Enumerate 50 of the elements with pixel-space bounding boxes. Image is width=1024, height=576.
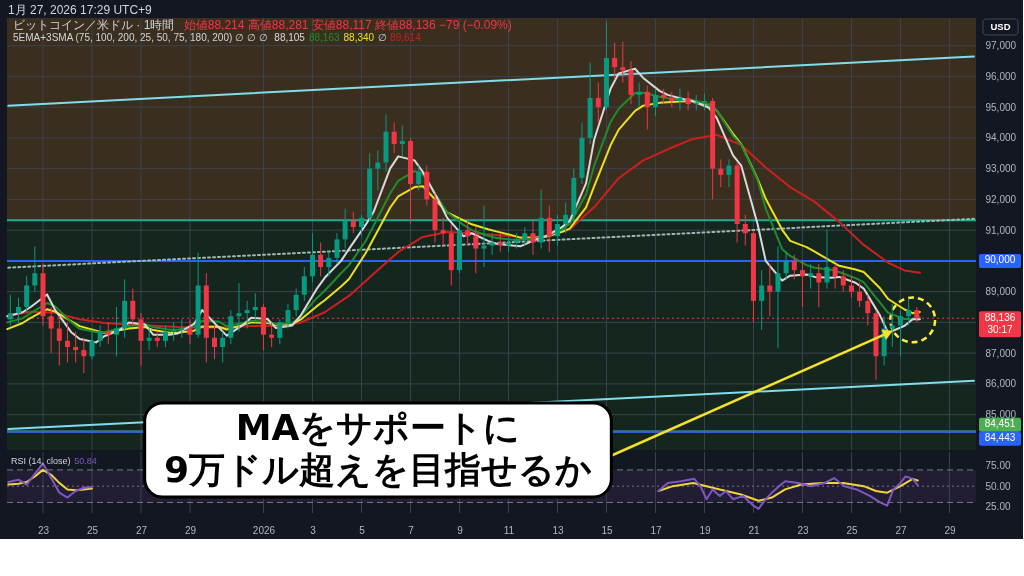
x-tick-label: 5 <box>359 524 366 536</box>
x-tick-label: 23 <box>37 524 50 536</box>
y-tick-label: 75.00 <box>985 460 1011 472</box>
text: 89,614 <box>390 32 422 43</box>
x-tick-label: 3 <box>310 524 317 536</box>
chart-title: RSI (14, close) <box>11 456 71 466</box>
x-tick-label: 21 <box>748 524 760 536</box>
x-tick-label: 25 <box>846 524 858 536</box>
text: 88,105 <box>274 32 306 43</box>
y-tick-label: 96,000 <box>985 70 1017 82</box>
chart-title: ビットコイン／米ドル · 1時間 <box>13 18 175 32</box>
x-tick-label: 2026 <box>252 524 276 536</box>
x-tick-label: 7 <box>408 524 415 536</box>
annotation: 5EMA+3SMA (75, 100, 200, 25, 50, 75, 180, 200) ∅ ∅ ∅ <box>13 32 268 43</box>
y-tick-label: 25.00 <box>985 500 1011 512</box>
y-tick-label: 91,000 <box>985 224 1017 236</box>
y-tick-label: 92,000 <box>985 193 1017 205</box>
y-tick-label: 97,000 <box>985 40 1017 52</box>
x-tick-label: 25 <box>86 524 99 536</box>
x-tick-label: 29 <box>184 524 197 536</box>
x-tick-label: 11 <box>503 524 515 536</box>
y-tick-label: 94,000 <box>985 132 1017 144</box>
text: 50.84 <box>74 456 97 466</box>
x-tick-label: 23 <box>797 524 809 536</box>
text: 88,340 <box>343 32 375 43</box>
x-tick-label: 17 <box>650 524 662 536</box>
y-tick-label: 89,000 <box>985 286 1017 298</box>
x-tick-label: 19 <box>699 524 711 536</box>
chart-subtitle: 始値88,214 高値88,281 安値88,117 終値88,136 −79 (−0.09%) <box>183 18 512 32</box>
x-tick-label: 13 <box>552 524 564 536</box>
ref-line-label: 84,451 <box>984 418 1016 430</box>
ref-line-label: 88,136 30:17 <box>984 311 1016 335</box>
y-tick-label: 86,000 <box>985 378 1017 390</box>
annotation: ∅ <box>378 32 388 43</box>
y-tick-label: 85,000 <box>985 409 1017 421</box>
x-tick-label: 27 <box>135 524 148 536</box>
ref-line-label: 90,000 <box>984 254 1016 266</box>
text: 88,163 <box>308 32 340 43</box>
x-tick-label: 15 <box>601 524 613 536</box>
x-tick-label: 27 <box>895 524 907 536</box>
y-tick-label: 95,000 <box>985 101 1017 113</box>
y-tick-label: 87,000 <box>985 347 1017 359</box>
y-tick-label: 93,000 <box>985 163 1017 175</box>
x-tick-label: 9 <box>457 524 464 536</box>
text: 1月 27, 2026 17:29 UTC+9 <box>8 3 153 17</box>
text: USD <box>990 21 1011 32</box>
ref-line-label: 84,443 <box>984 432 1016 444</box>
x-tick-label: 29 <box>944 524 956 536</box>
y-tick-label: 50.00 <box>985 480 1011 492</box>
annotation: MAをサポートに 9万ドル超えを目指せるか <box>163 407 593 490</box>
